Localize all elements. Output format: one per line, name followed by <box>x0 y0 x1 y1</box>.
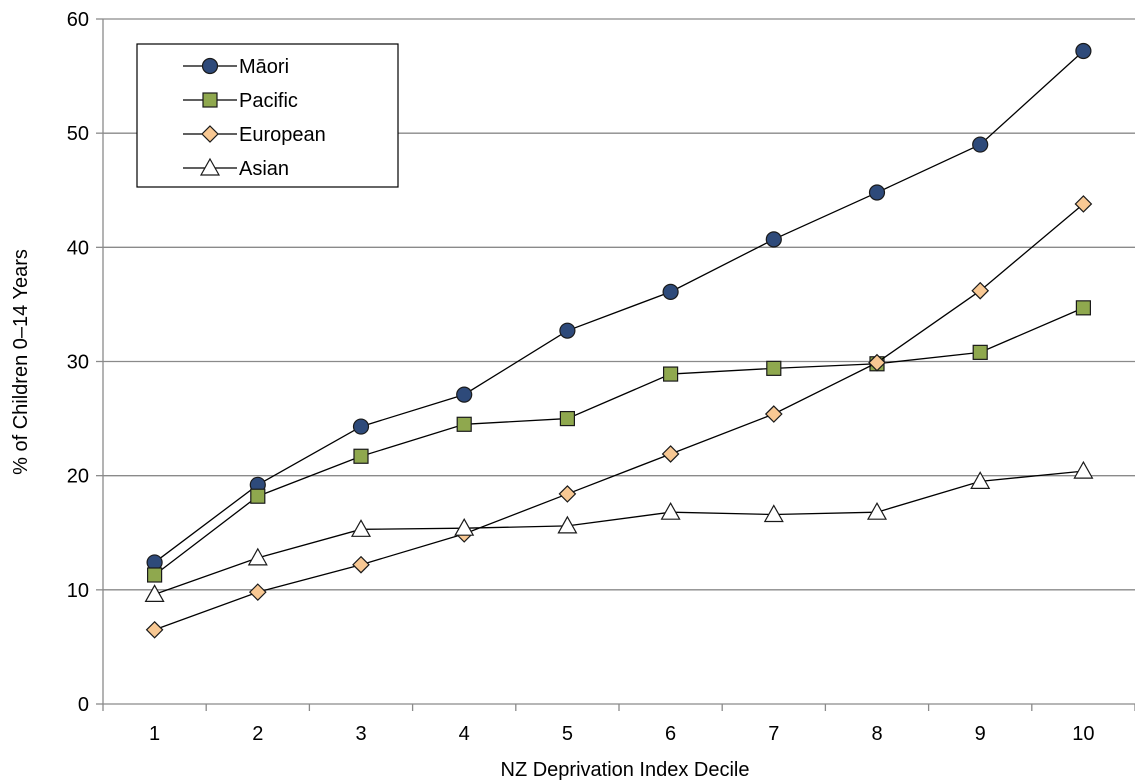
data-point <box>352 555 370 574</box>
data-point <box>868 184 886 201</box>
legend-label: Asian <box>239 158 289 180</box>
x-tick-labels: 1 2 3 4 5 6 7 8 9 10 <box>149 723 1094 745</box>
series-group <box>144 42 1094 639</box>
series-european <box>145 195 1093 639</box>
y-tick-label: 50 <box>67 123 89 145</box>
data-point <box>456 416 472 432</box>
data-point <box>248 583 267 601</box>
data-point <box>764 405 783 423</box>
data-point <box>662 366 679 382</box>
y-tick-label: 40 <box>67 237 89 259</box>
x-tick-label: 5 <box>562 723 573 745</box>
x-axis-title: NZ Deprivation Index Decile <box>501 759 750 781</box>
data-point <box>557 515 578 534</box>
legend-item: Asian <box>183 157 289 180</box>
data-point <box>350 519 372 537</box>
data-point <box>1075 300 1092 316</box>
legend: Māori Pacific European Asian <box>136 43 399 188</box>
series-line <box>154 50 1084 563</box>
legend-item: European <box>183 124 326 146</box>
series-pacific <box>147 300 1092 583</box>
x-tick-label: 10 <box>1072 723 1094 745</box>
data-point <box>147 567 163 583</box>
legend-marker <box>201 125 219 143</box>
series-asian <box>144 460 1094 603</box>
legend-label: Māori <box>239 56 289 78</box>
y-axis-title: % of Children 0–14 Years <box>10 249 32 475</box>
y-tick-label: 30 <box>67 352 89 374</box>
data-point <box>868 353 886 372</box>
data-point <box>1075 42 1092 60</box>
data-point <box>250 488 266 504</box>
x-tick-label: 4 <box>459 723 470 745</box>
data-point <box>972 136 989 153</box>
data-point <box>1074 195 1093 213</box>
x-tick-label: 8 <box>871 723 882 745</box>
data-point <box>970 471 991 489</box>
legend-marker <box>202 92 218 108</box>
x-tick-label: 3 <box>355 723 366 745</box>
data-point <box>145 620 164 639</box>
y-tick-label: 60 <box>67 9 89 31</box>
data-point <box>763 504 784 523</box>
y-tick-label: 20 <box>67 466 89 488</box>
series-m-ori <box>146 42 1092 571</box>
series-line <box>154 470 1084 596</box>
data-point <box>353 448 369 464</box>
axes <box>96 18 1135 711</box>
legend-marker <box>201 57 219 75</box>
x-tick-label: 9 <box>975 723 986 745</box>
data-point <box>866 501 888 520</box>
data-point <box>559 410 576 427</box>
y-tick-label: 10 <box>67 580 89 602</box>
data-point <box>971 281 990 300</box>
data-point <box>662 283 679 300</box>
legend-item: Māori <box>183 56 289 78</box>
data-point <box>766 360 782 376</box>
data-point <box>972 344 988 360</box>
legend-label: Pacific <box>239 90 298 112</box>
x-tick-label: 2 <box>252 723 263 745</box>
y-tick-labels: 0 10 20 30 40 50 60 <box>67 9 89 716</box>
data-point <box>1073 460 1094 479</box>
data-point <box>247 547 268 566</box>
x-tick-label: 6 <box>665 723 676 745</box>
data-point <box>454 517 475 536</box>
legend-item: Pacific <box>183 90 298 112</box>
data-point <box>660 501 681 520</box>
legend-box <box>136 43 399 188</box>
data-point <box>661 445 680 463</box>
data-point <box>144 584 165 603</box>
x-tick-label: 1 <box>149 723 160 745</box>
data-point <box>559 322 576 339</box>
legend-marker <box>199 157 221 176</box>
x-tick-label: 7 <box>768 723 779 745</box>
series-line <box>154 307 1084 576</box>
series-line <box>154 203 1084 631</box>
data-point <box>765 231 782 248</box>
y-tick-label: 0 <box>78 694 89 716</box>
legend-label: European <box>239 124 326 146</box>
data-point <box>456 386 473 403</box>
data-point <box>352 418 370 435</box>
data-point <box>558 485 577 503</box>
